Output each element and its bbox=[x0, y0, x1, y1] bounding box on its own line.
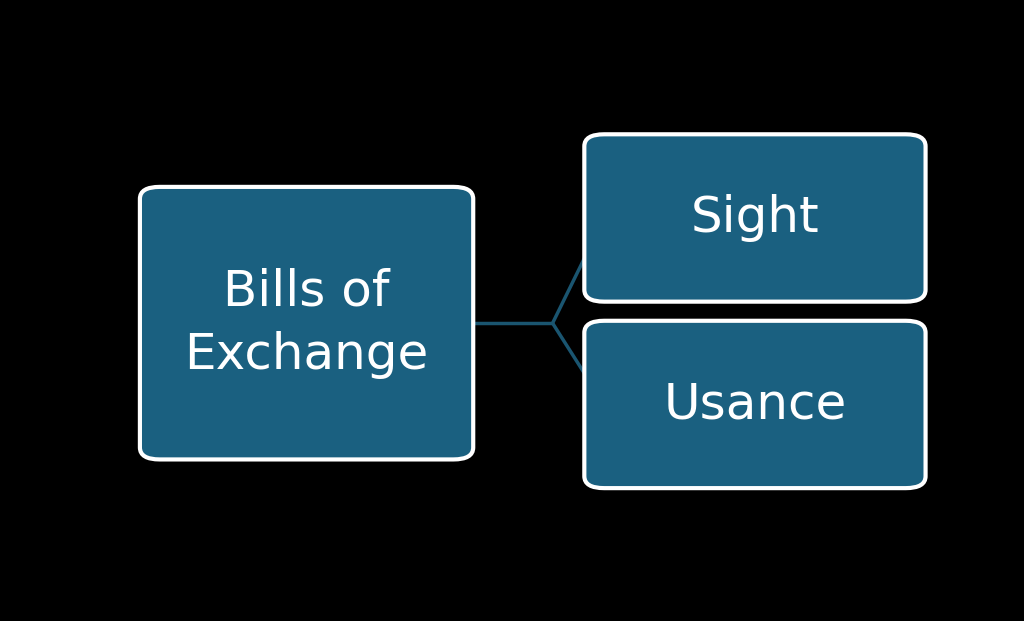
Text: Bills of
Exchange: Bills of Exchange bbox=[184, 268, 429, 379]
FancyBboxPatch shape bbox=[585, 134, 926, 302]
Text: Sight: Sight bbox=[690, 194, 819, 242]
FancyBboxPatch shape bbox=[140, 187, 473, 460]
Text: Usance: Usance bbox=[664, 381, 847, 428]
FancyBboxPatch shape bbox=[585, 321, 926, 488]
